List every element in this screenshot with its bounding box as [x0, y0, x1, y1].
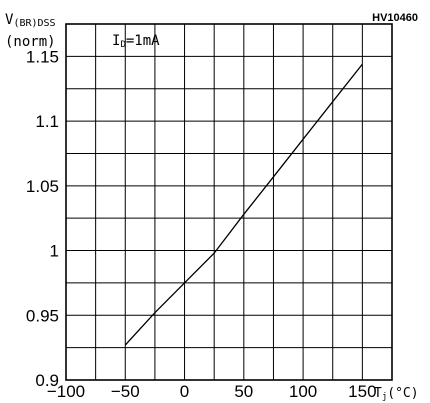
y-tick-label: 1.05 — [26, 177, 59, 196]
y-axis-label: V(BR)DSS — [5, 12, 56, 29]
plot-frame — [65, 23, 393, 381]
y-tick-label: 1.15 — [26, 47, 59, 66]
y-tick-label: 0.9 — [35, 371, 59, 390]
y-tick-label: 1 — [50, 242, 59, 261]
x-tick-label: 100 — [289, 382, 317, 401]
data-line — [124, 63, 363, 346]
x-tick-label: −100 — [47, 382, 85, 401]
x-tick-label: 150 — [348, 382, 376, 401]
grid-lines — [66, 24, 392, 380]
x-tick-label: 0 — [180, 382, 189, 401]
annotation-id: ID=1mA — [112, 33, 160, 50]
y-axis-label-norm: (norm) — [5, 34, 56, 50]
x-axis-label: Tj(°C) — [374, 386, 419, 402]
x-tick-label: 50 — [234, 382, 253, 401]
y-tick-label: 1.1 — [35, 112, 59, 131]
y-tick-labels: 0.9 0.95 1 1.05 1.1 1.15 — [26, 47, 59, 390]
y-tick-label: 0.95 — [26, 306, 59, 325]
figure-code: HV10460 — [372, 12, 418, 24]
x-tick-label: −50 — [111, 382, 140, 401]
x-tick-labels: −100 −50 0 50 100 150 — [47, 382, 377, 401]
